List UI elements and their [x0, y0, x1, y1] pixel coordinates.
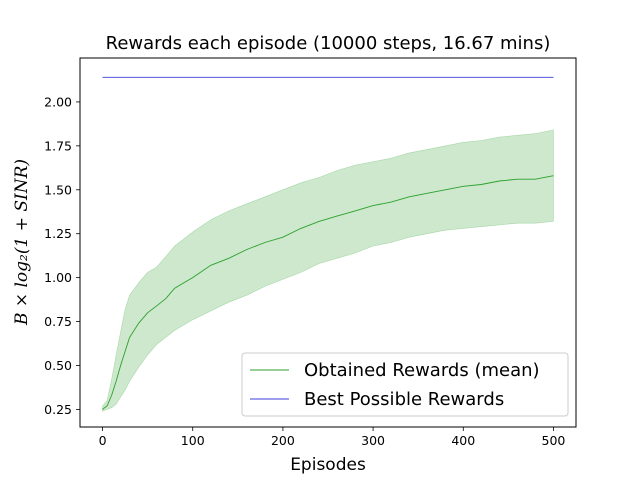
y-tick-label: 1.25 [44, 226, 72, 241]
plot-area [102, 76, 554, 412]
legend-box [241, 352, 569, 417]
y-tick-label: 1.75 [44, 138, 72, 153]
y-tick-label: 1.00 [44, 270, 72, 285]
obtained-rewards-line [102, 175, 554, 410]
chart-title: Rewards each episode (10000 steps, 16.67… [106, 33, 551, 54]
x-tick-label: 300 [361, 433, 385, 448]
y-tick-label: 0.50 [44, 358, 72, 373]
legend: Obtained Rewards (mean) Best Possible Re… [241, 352, 569, 417]
y-tick-label: 0.25 [44, 402, 72, 417]
obtained-rewards-band [102, 129, 554, 412]
x-tick-label: 0 [99, 433, 107, 448]
x-tick-label: 100 [181, 433, 205, 448]
x-tick-label: 400 [451, 433, 475, 448]
x-tick-label: 200 [271, 433, 295, 448]
y-tick-label: 2.00 [44, 94, 72, 109]
y-axis-label: B × log₂(1 + SINR) [12, 159, 32, 326]
plot-frame [79, 57, 577, 428]
legend-label-obtained-rewards: Obtained Rewards (mean) [304, 360, 540, 381]
x-axis-label: Episodes [290, 455, 366, 475]
x-axis: 0 100 200 300 400 500 [99, 427, 566, 448]
y-tick-label: 0.75 [44, 314, 72, 329]
legend-label-best-rewards: Best Possible Rewards [304, 389, 504, 410]
x-tick-label: 500 [542, 433, 566, 448]
y-tick-label: 1.50 [44, 182, 72, 197]
y-axis: 0.25 0.50 0.75 1.00 1.25 1.50 1.75 2.00 [44, 94, 80, 417]
